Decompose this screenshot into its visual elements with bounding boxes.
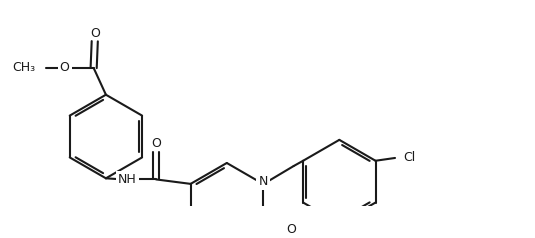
Text: Cl: Cl	[403, 151, 416, 164]
Text: NH: NH	[118, 173, 136, 186]
Text: O: O	[151, 137, 161, 150]
Text: O: O	[90, 27, 100, 40]
Text: O: O	[286, 223, 296, 236]
Text: O: O	[60, 61, 70, 74]
Text: N: N	[258, 175, 268, 188]
Text: CH₃: CH₃	[12, 61, 35, 74]
